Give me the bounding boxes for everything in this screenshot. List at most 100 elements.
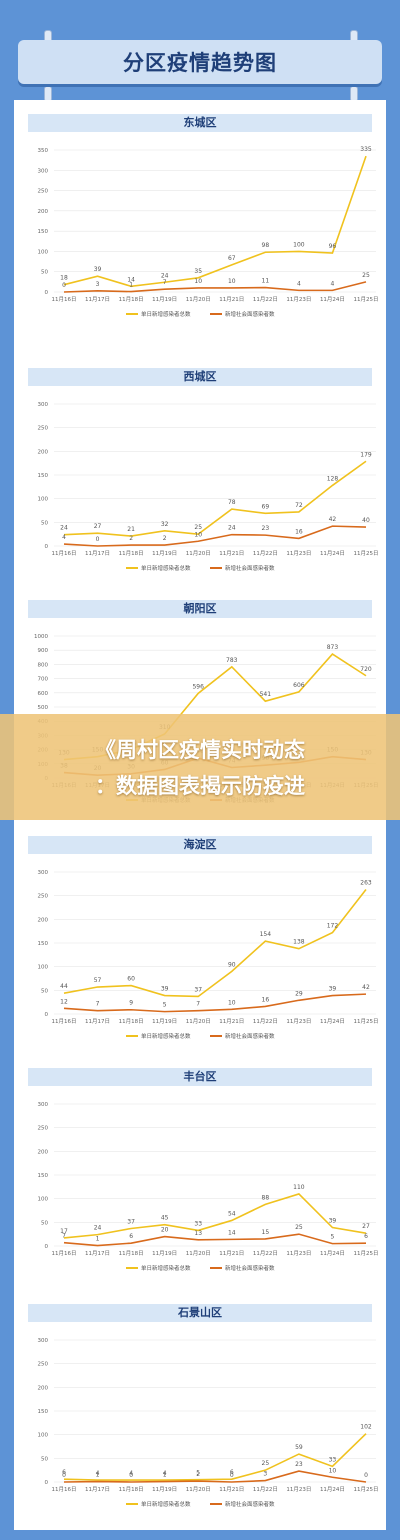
- x-tick-label: 11月21日: [219, 550, 244, 557]
- x-tick-label: 11月24日: [320, 296, 345, 303]
- data-label: 96: [329, 243, 337, 250]
- data-label: 24: [60, 525, 68, 532]
- data-label: 57: [94, 977, 102, 984]
- data-label: 67: [228, 255, 236, 262]
- data-label: 25: [362, 272, 370, 279]
- legend-label: 单日新增感染者总数: [141, 1500, 191, 1508]
- data-label: 25: [295, 1224, 303, 1231]
- x-tick-label: 11月16日: [52, 296, 77, 303]
- x-tick-label: 11月16日: [52, 550, 77, 557]
- data-label: 24: [228, 525, 236, 532]
- data-label: 873: [327, 644, 339, 651]
- x-tick-label: 11月22日: [253, 1486, 278, 1493]
- data-label: 110: [293, 1184, 305, 1191]
- data-label: 100: [293, 241, 305, 248]
- chart-title: 石景山区: [28, 1304, 372, 1322]
- data-label: 39: [161, 986, 169, 993]
- x-tick-label: 11月22日: [253, 1018, 278, 1025]
- data-label: 3: [263, 1471, 267, 1478]
- x-tick-label: 11月16日: [52, 1250, 77, 1257]
- legend-label: 新增社会面感染者数: [225, 1500, 275, 1508]
- data-label: 69: [262, 503, 270, 510]
- x-tick-label: 11月24日: [320, 550, 345, 557]
- data-label: 541: [260, 691, 272, 698]
- data-label: 10: [329, 1467, 337, 1474]
- data-label: 37: [127, 1218, 135, 1225]
- data-label: 42: [362, 984, 370, 991]
- x-tick-label: 11月19日: [152, 1486, 177, 1493]
- y-tick-label: 50: [41, 270, 48, 276]
- data-label: 12: [60, 998, 68, 1005]
- y-tick-label: 100: [38, 1433, 49, 1439]
- y-tick-label: 1000: [34, 634, 48, 640]
- x-tick-label: 11月17日: [85, 296, 110, 303]
- district-chart: 东城区 0 50 100 150 200 250 300 350 11月16日 11月17日 11月1…: [14, 114, 386, 350]
- banner-line-2: ：数据图表揭示防疫进: [95, 774, 305, 798]
- x-tick-label: 11月24日: [320, 1250, 345, 1257]
- data-label: 2: [163, 535, 167, 542]
- data-label: 179: [360, 451, 372, 458]
- series-line-social: [63, 281, 367, 293]
- y-tick-label: 200: [38, 917, 49, 923]
- data-label: 88: [262, 1194, 270, 1201]
- x-tick-label: 11月20日: [186, 1250, 211, 1257]
- x-tick-label: 11月18日: [119, 1018, 144, 1025]
- y-tick-label: 100: [38, 249, 49, 255]
- data-label: 9: [129, 1000, 133, 1007]
- data-label: 0: [364, 1472, 368, 1479]
- data-label: 7: [163, 279, 167, 286]
- series-line-social: [63, 993, 367, 1013]
- series-line-social: [63, 1233, 367, 1247]
- data-label: 606: [293, 682, 305, 689]
- data-label: 138: [293, 939, 305, 946]
- data-label: 16: [295, 528, 303, 535]
- data-label: 90: [228, 961, 236, 968]
- y-tick-label: 700: [38, 677, 49, 683]
- data-label: 4: [129, 1470, 133, 1477]
- y-tick-label: 300: [38, 870, 49, 876]
- data-label: 0: [62, 282, 66, 289]
- data-label: 6: [62, 1469, 66, 1476]
- data-label: 23: [295, 1461, 303, 1468]
- x-tick-label: 11月20日: [186, 1018, 211, 1025]
- data-label: 24: [161, 272, 169, 279]
- y-tick-label: 50: [41, 1456, 48, 1462]
- page-title-box: 分区疫情趋势图: [18, 40, 382, 84]
- data-label: 10: [228, 278, 236, 285]
- banner-line-1: 《周村区疫情实时动态: [95, 738, 305, 762]
- x-tick-label: 11月23日: [286, 1486, 311, 1493]
- y-tick-label: 800: [38, 662, 49, 668]
- x-tick-label: 11月23日: [286, 296, 311, 303]
- district-chart: 丰台区 0 50 100 150 200 250 300 11月16日 11月17日 11月18日 1…: [14, 1068, 386, 1304]
- data-label: 5: [163, 1002, 167, 1009]
- y-tick-label: 300: [38, 168, 49, 174]
- series-line-social: [63, 1470, 367, 1483]
- legend-label: 单日新增感染者总数: [141, 1032, 191, 1040]
- data-label: 37: [194, 986, 202, 993]
- y-tick-label: 250: [38, 426, 49, 432]
- data-label: 32: [161, 521, 169, 528]
- series-line-total: [63, 1193, 367, 1239]
- x-tick-label: 11月21日: [219, 1250, 244, 1257]
- y-tick-label: 200: [38, 209, 49, 215]
- x-tick-label: 11月19日: [152, 1018, 177, 1025]
- data-label: 4: [163, 1470, 167, 1477]
- legend-label: 单日新增感染者总数: [141, 1264, 191, 1272]
- data-label: 33: [194, 1220, 202, 1227]
- y-tick-label: 250: [38, 189, 49, 195]
- data-label: 7: [196, 1001, 200, 1008]
- data-label: 10: [194, 278, 202, 285]
- data-label: 154: [260, 931, 272, 938]
- data-label: 0: [129, 1472, 133, 1479]
- data-label: 102: [360, 1424, 372, 1431]
- data-label: 6: [129, 1233, 133, 1240]
- x-tick-label: 11月20日: [186, 1486, 211, 1493]
- y-tick-label: 100: [38, 965, 49, 971]
- data-label: 27: [94, 523, 102, 530]
- x-tick-label: 11月25日: [354, 296, 379, 303]
- data-label: 596: [192, 683, 204, 690]
- x-tick-label: 11月18日: [119, 550, 144, 557]
